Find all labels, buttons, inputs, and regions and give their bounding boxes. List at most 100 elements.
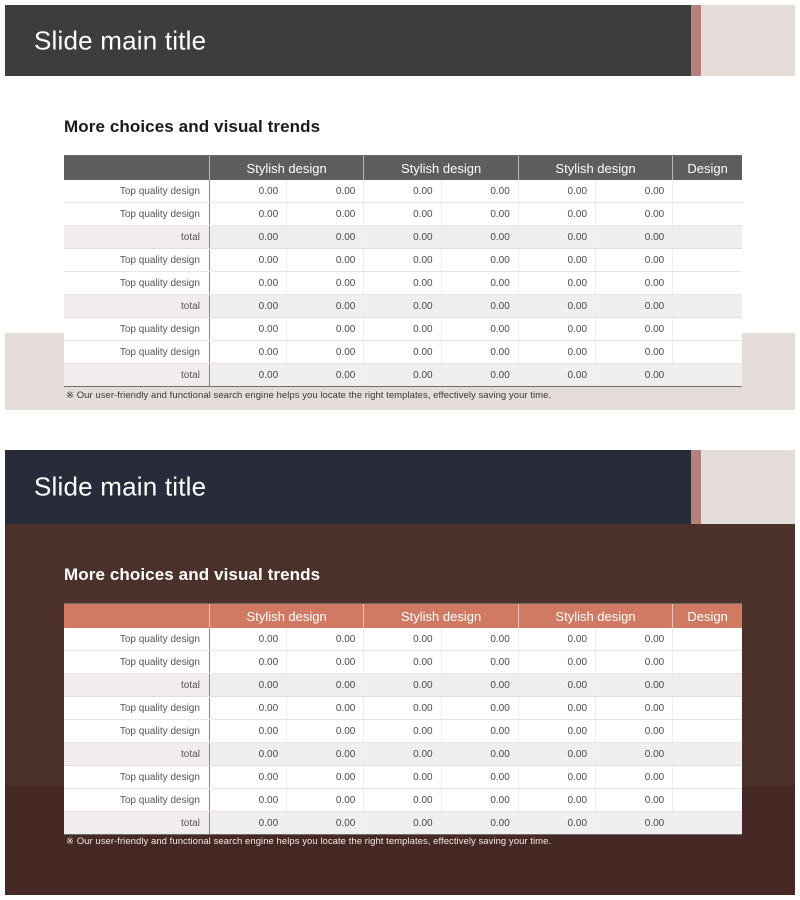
table-cell: 0.00: [286, 225, 365, 249]
table-cell: 0.00: [595, 180, 674, 203]
table-cell: 0.00: [363, 628, 442, 651]
table-row-label: Top quality design: [64, 271, 210, 295]
table-cell: 0.00: [595, 696, 674, 720]
table-cell: 0.00: [595, 271, 674, 295]
table-cell: 0.00: [363, 225, 442, 249]
slide-1[interactable]: Slide main title More choices and visual…: [5, 5, 795, 410]
table-cell: 0.00: [518, 340, 597, 364]
table-row[interactable]: total 0.00 0.00 0.00 0.00 0.00 0.00: [64, 742, 742, 766]
table-cell: 0.00: [209, 742, 288, 766]
table-row-label: Top quality design: [64, 180, 210, 203]
table-cell: 0.00: [595, 811, 674, 834]
table-row-label: Top quality design: [64, 248, 210, 272]
table-row-label: total: [64, 673, 210, 697]
table-row[interactable]: Top quality design 0.00 0.00 0.00 0.00 0.00 0.…: [64, 650, 742, 674]
table-row[interactable]: Top quality design 0.00 0.00 0.00 0.00 0.00 0.…: [64, 765, 742, 789]
table-row[interactable]: Top quality design 0.00 0.00 0.00 0.00 0.00 0.…: [64, 719, 742, 743]
table-cell: 0.00: [518, 363, 597, 386]
table-row-label: Top quality design: [64, 719, 210, 743]
table-cell: 0.00: [286, 294, 365, 318]
table-cell: [672, 271, 742, 295]
table-cell: 0.00: [363, 719, 442, 743]
table-cell: 0.00: [363, 742, 442, 766]
table-cell: 0.00: [441, 673, 519, 697]
table-row[interactable]: Top quality design 0.00 0.00 0.00 0.00 0.00 0.…: [64, 202, 742, 226]
table-cell: [672, 202, 742, 226]
table-cell: 0.00: [518, 719, 597, 743]
table-cell: 0.00: [209, 719, 288, 743]
table-cell: 0.00: [595, 202, 674, 226]
table-cell: 0.00: [209, 225, 288, 249]
slide-2[interactable]: Slide main title More choices and visual…: [5, 450, 795, 895]
table-cell: [672, 628, 742, 651]
table-cell: 0.00: [441, 719, 519, 743]
table-cell: 0.00: [286, 271, 365, 295]
table-row[interactable]: Top quality design 0.00 0.00 0.00 0.00 0.00 0.…: [64, 696, 742, 720]
table-cell: 0.00: [286, 742, 365, 766]
table-cell: 0.00: [209, 788, 288, 812]
table-row[interactable]: total 0.00 0.00 0.00 0.00 0.00 0.00: [64, 363, 742, 386]
table-cell: 0.00: [363, 673, 442, 697]
table-row-label: total: [64, 294, 210, 318]
table-row[interactable]: Top quality design 0.00 0.00 0.00 0.00 0.00 0.…: [64, 317, 742, 341]
table-row[interactable]: Top quality design 0.00 0.00 0.00 0.00 0.00 0.…: [64, 340, 742, 364]
table-row[interactable]: Top quality design 0.00 0.00 0.00 0.00 0.00 0.…: [64, 271, 742, 295]
table-cell: 0.00: [363, 294, 442, 318]
table-row[interactable]: Top quality design 0.00 0.00 0.00 0.00 0.00 0.…: [64, 248, 742, 272]
slide-1-table-body: Top quality design 0.00 0.00 0.00 0.00 0.00 0.…: [64, 180, 742, 386]
table-cell: 0.00: [595, 650, 674, 674]
table-cell: 0.00: [209, 248, 288, 272]
table-header-cell-stylish-design-3: Stylish design: [517, 156, 673, 180]
table-cell: 0.00: [286, 673, 365, 697]
table-cell: 0.00: [441, 696, 519, 720]
table-cell: 0.00: [286, 811, 365, 834]
slide-2-footnote: ※ Our user-friendly and functional searc…: [66, 836, 552, 847]
table-cell: 0.00: [518, 650, 597, 674]
table-cell: [672, 340, 742, 364]
slide-2-table-head: Stylish design Stylish design Stylish desi…: [64, 604, 742, 628]
table-cell: 0.00: [441, 363, 519, 386]
table-header-cell-stylish-design-1: Stylish design: [208, 156, 364, 180]
table-header-cell-stylish-design-3: Stylish design: [517, 604, 673, 628]
table-cell: 0.00: [209, 673, 288, 697]
table-row[interactable]: total 0.00 0.00 0.00 0.00 0.00 0.00: [64, 673, 742, 697]
table-cell: 0.00: [209, 696, 288, 720]
table-row[interactable]: Top quality design 0.00 0.00 0.00 0.00 0.00 0.…: [64, 628, 742, 651]
table-row[interactable]: total 0.00 0.00 0.00 0.00 0.00 0.00: [64, 294, 742, 318]
table-cell: 0.00: [441, 180, 519, 203]
table-cell: 0.00: [286, 719, 365, 743]
table-row-label: Top quality design: [64, 317, 210, 341]
table-cell: 0.00: [518, 628, 597, 651]
slide-2-header-accent-bar: [691, 450, 701, 524]
table-cell: 0.00: [363, 363, 442, 386]
table-cell: 0.00: [286, 202, 365, 226]
table-cell: [672, 180, 742, 203]
slide-1-table-head: Stylish design Stylish design Stylish desi…: [64, 156, 742, 180]
table-cell: 0.00: [595, 742, 674, 766]
table-cell: 0.00: [441, 294, 519, 318]
table-cell: 0.00: [286, 696, 365, 720]
slide-1-footnote: ※ Our user-friendly and functional searc…: [66, 390, 552, 401]
table-cell: 0.00: [363, 202, 442, 226]
table-cell: 0.00: [595, 673, 674, 697]
table-cell: 0.00: [363, 696, 442, 720]
table-cell: 0.00: [363, 317, 442, 341]
table-row[interactable]: Top quality design 0.00 0.00 0.00 0.00 0.00 0.…: [64, 788, 742, 812]
slide-2-data-table: Stylish design Stylish design Stylish desi…: [64, 604, 742, 834]
table-cell: 0.00: [518, 180, 597, 203]
table-row[interactable]: total 0.00 0.00 0.00 0.00 0.00 0.00: [64, 811, 742, 834]
table-cell: 0.00: [209, 294, 288, 318]
slide-2-header: Slide main title: [5, 450, 795, 524]
table-row[interactable]: total 0.00 0.00 0.00 0.00 0.00 0.00: [64, 225, 742, 249]
table-cell: 0.00: [595, 225, 674, 249]
slide-1-section-title: More choices and visual trends: [64, 117, 321, 136]
table-cell: 0.00: [363, 180, 442, 203]
table-cell: 0.00: [518, 225, 597, 249]
slide-2-section-title: More choices and visual trends: [64, 565, 321, 584]
table-row[interactable]: Top quality design 0.00 0.00 0.00 0.00 0.00 0.…: [64, 180, 742, 203]
table-cell: 0.00: [363, 765, 442, 789]
table-cell: 0.00: [286, 628, 365, 651]
table-header-cell-blank: [64, 604, 210, 628]
table-header-cell-stylish-design-2: Stylish design: [363, 156, 519, 180]
